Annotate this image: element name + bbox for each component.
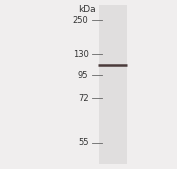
Text: 55: 55	[78, 138, 88, 147]
Text: 95: 95	[78, 71, 88, 80]
Text: 250: 250	[73, 16, 88, 25]
Text: 72: 72	[78, 93, 88, 103]
FancyBboxPatch shape	[99, 5, 127, 164]
Text: 130: 130	[73, 50, 88, 59]
Text: kDa: kDa	[78, 5, 96, 14]
